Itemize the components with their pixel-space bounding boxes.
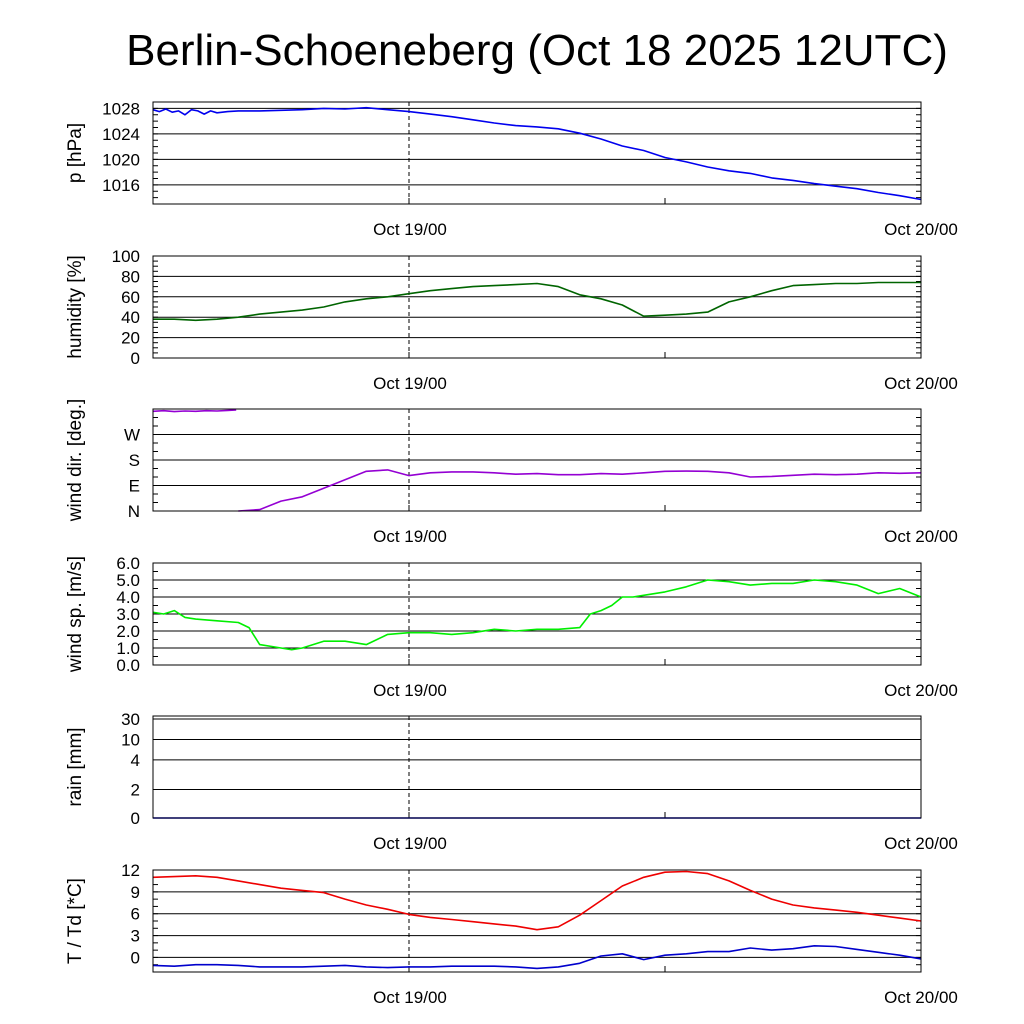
y-tick-label: 5.0 (116, 571, 140, 590)
y-tick-label: 12 (121, 861, 140, 880)
y-tick-label: 6 (131, 905, 140, 924)
y-axis-label: p [hPa] (65, 123, 86, 183)
plot-frame (152, 562, 922, 666)
panel-temperature: 0 3 6 9 12 T / Td [*C] Oct 19/00 Oct 20/00 (65, 861, 958, 1007)
y-axis-label: rain [mm] (65, 727, 86, 806)
plot-frame (152, 408, 922, 512)
panel-pressure: 1016 1020 1024 1028 p [hPa] Oct 19/00 Oct 20/0… (65, 99, 958, 239)
y-tick-label: 10 (121, 730, 140, 749)
y-tick-label: 40 (121, 308, 140, 327)
plot-frame (152, 101, 922, 205)
y-tick-label: 4 (131, 751, 140, 770)
x-tick-label: Oct 20/00 (884, 834, 958, 853)
plot-frame (152, 715, 922, 819)
y-tick-label: S (129, 451, 140, 470)
y-tick-label: 80 (121, 267, 140, 286)
series-pressure-pressure (152, 106, 922, 201)
y-tick-label: 0.0 (116, 656, 140, 675)
y-tick-label: 1016 (102, 176, 140, 195)
y-tick-label: 1020 (102, 150, 140, 169)
y-tick-label: 9 (131, 883, 140, 902)
panel-wind_speed: 0.01.02.03.04.05.06.0 wind sp. [m/s] Oct 1… (65, 554, 958, 700)
x-tick-label: Oct 20/00 (884, 220, 958, 239)
x-tick-label: Oct 19/00 (373, 988, 447, 1007)
x-tick-label: Oct 19/00 (373, 681, 447, 700)
x-tick-label: Oct 20/00 (884, 988, 958, 1007)
y-tick-label: 1024 (102, 125, 140, 144)
series-temperature-T (152, 870, 922, 931)
series-humidity-humidity (153, 281, 921, 322)
y-tick-label: 3.0 (116, 605, 140, 624)
y-tick-label: 2 (131, 780, 140, 799)
x-tick-label: Oct 19/00 (373, 834, 447, 853)
y-axis-label: humidity [%] (65, 255, 86, 358)
y-tick-label: 2.0 (116, 622, 140, 641)
y-tick-label: 1028 (102, 99, 140, 118)
y-axis-label: T / Td [*C] (65, 878, 86, 964)
y-tick-label: 6.0 (116, 554, 140, 573)
y-tick-label: 60 (121, 288, 140, 307)
y-tick-label: 0 (131, 809, 140, 828)
y-tick-label: 0 (131, 349, 140, 368)
plot-frame (152, 255, 922, 359)
y-tick-label: N (128, 502, 140, 521)
series-temperature-Td (152, 945, 922, 970)
series-wind_speed-wind-speed (152, 579, 922, 651)
x-tick-label: Oct 20/00 (884, 681, 958, 700)
y-tick-label: 30 (121, 710, 140, 729)
x-tick-label: Oct 19/00 (373, 220, 447, 239)
plot-frame (152, 869, 922, 973)
chart-title: Berlin-Schoeneberg (Oct 18 2025 12UTC) (126, 26, 948, 75)
x-tick-label: Oct 19/00 (373, 527, 447, 546)
y-tick-label: 20 (121, 329, 140, 348)
y-tick-label: 4.0 (116, 588, 140, 607)
y-tick-label: 1.0 (116, 639, 140, 658)
series-wind_dir-wind-direction (152, 409, 922, 512)
y-tick-label: W (124, 426, 140, 445)
x-tick-label: Oct 20/00 (884, 527, 958, 546)
x-tick-label: Oct 20/00 (884, 374, 958, 393)
x-tick-label: Oct 19/00 (373, 374, 447, 393)
y-axis-label: wind sp. [m/s] (65, 556, 86, 673)
y-tick-label: 0 (131, 948, 140, 967)
y-tick-label: 3 (131, 927, 140, 946)
y-tick-label: 100 (112, 247, 140, 266)
y-tick-label: E (129, 477, 140, 496)
y-axis-label: wind dir. [deg.] (65, 399, 86, 523)
